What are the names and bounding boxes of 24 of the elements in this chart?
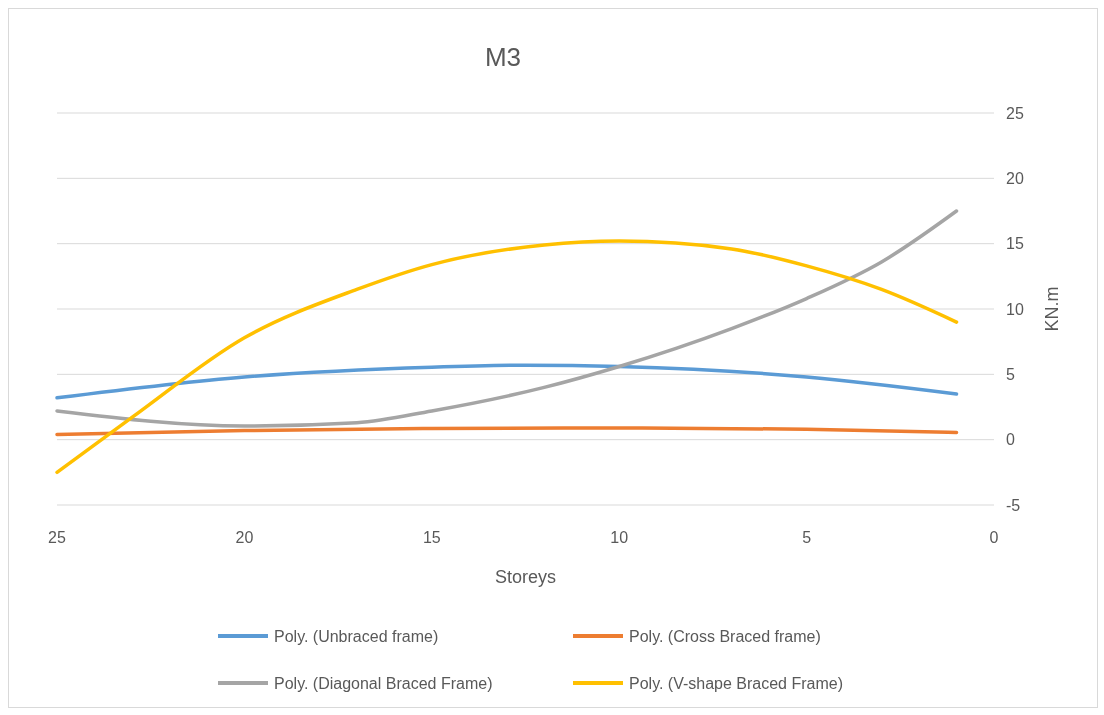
y-tick-label: 25: [1006, 104, 1024, 122]
chart-title: M3: [484, 42, 522, 72]
y-tick-label: 5: [1006, 365, 1015, 383]
line-series: [55, 363, 959, 400]
x-tick-label: 25: [48, 529, 66, 546]
y-tick-label: 15: [1006, 235, 1024, 253]
y-axis-title: KN.m: [1042, 286, 1062, 332]
line-series: [55, 239, 959, 475]
legend-label: Poly. (Cross Braced frame): [629, 627, 821, 645]
y-tick-label: 10: [1006, 300, 1024, 318]
line-series: [55, 209, 959, 428]
x-tick-label: 0: [989, 529, 999, 546]
x-tick-label: 20: [235, 529, 254, 546]
y-tick-label: -5: [1006, 496, 1021, 514]
legend-label: Poly. (Unbraced frame): [274, 627, 439, 645]
legend-label: Poly. (V-shape Braced Frame): [629, 674, 844, 692]
x-tick-label: 15: [422, 529, 441, 546]
legend-label: Poly. (Diagonal Braced Frame): [274, 674, 493, 692]
y-tick-label: 20: [1006, 169, 1024, 187]
y-tick-label: 0: [1006, 431, 1015, 449]
x-tick-label: 10: [610, 529, 629, 546]
line-series: [55, 426, 959, 437]
x-tick-label: 5: [802, 529, 812, 546]
x-axis-title: Storeys: [494, 567, 557, 587]
